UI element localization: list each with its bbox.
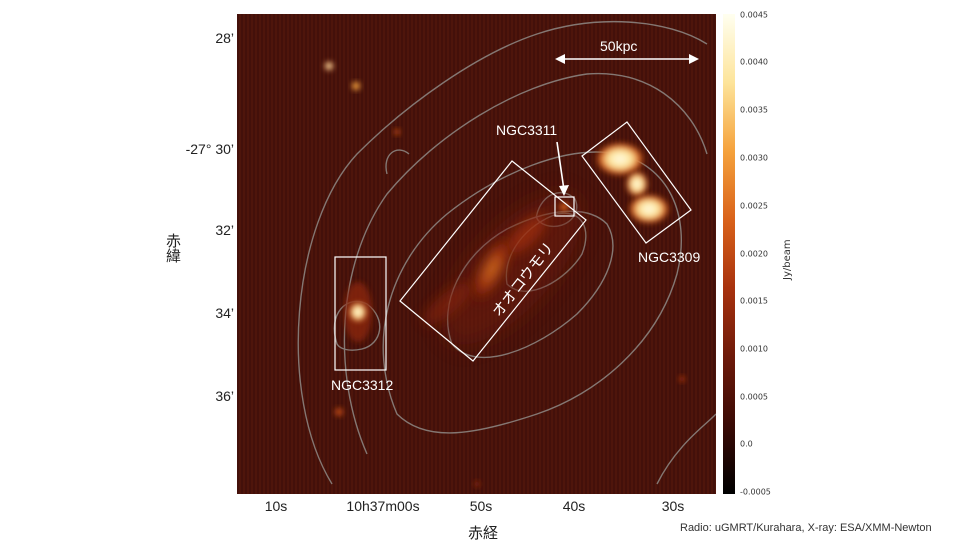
x-axis-title: 赤経 [468, 524, 499, 542]
ngc3309-south-lobe [627, 193, 671, 225]
point-source [474, 481, 480, 487]
colorbar-tick: 0.0015 [740, 296, 768, 306]
colorbar-tick: -0.0005 [740, 487, 771, 497]
ngc3309-north-lobe [594, 141, 646, 177]
point-source [679, 376, 685, 382]
point-source [335, 408, 343, 416]
ngc3311-arrowhead [559, 185, 569, 196]
y-tick-36: 36’ [215, 388, 234, 404]
scale-bar-arrow-right [689, 54, 699, 64]
ngc3312-label: NGC3312 [331, 377, 394, 393]
ngc3312-core [348, 301, 368, 323]
ngc3311-box [554, 196, 575, 217]
colorbar-tick: 0.0 [740, 439, 753, 449]
ngc3309-label: NGC3309 [638, 249, 701, 265]
y-tick-34: 34’ [215, 305, 234, 321]
colorbar-tick: 0.0030 [740, 153, 768, 163]
y-axis-title: 赤緯 [164, 233, 182, 263]
scale-bar-arrow-left [555, 54, 565, 64]
ngc3311-source [560, 203, 568, 211]
y-tick-32: 32’ [215, 222, 234, 238]
colorbar-tick: 0.0040 [740, 57, 768, 67]
point-source [324, 61, 334, 71]
bat-bright-arc [471, 234, 513, 304]
x-tick-10s: 10s [264, 498, 288, 514]
colorbar-tick: 0.0035 [740, 105, 768, 115]
ngc3311-arrow [556, 141, 565, 191]
x-tick-10h37m00s: 10h37m00s [346, 498, 420, 514]
ngc3309-box [581, 121, 692, 244]
x-tick-40s: 40s [562, 498, 586, 514]
bat-lower-emission [423, 283, 471, 325]
colorbar-tick: 0.0020 [740, 249, 768, 259]
radio-map [237, 14, 716, 494]
y-tick-28: 28’ [215, 30, 234, 46]
ngc3311-label: NGC3311 [496, 122, 558, 138]
image-credit: Radio: uGMRT/Kurahara, X-ray: ESA/XMM-Ne… [680, 522, 932, 534]
radio-image-panel: 50kpc NGC3311 NGC3309 NGC3312 オオコウモリ [237, 14, 716, 494]
bat-diffuse-emission [441, 193, 583, 345]
x-tick-50s: 50s [469, 498, 493, 514]
colorbar [723, 14, 735, 494]
bat-box [399, 160, 587, 362]
ngc3312-box [334, 256, 387, 371]
colorbar-tick: 0.0045 [740, 10, 768, 20]
colorbar-label: Jy/beam [782, 239, 793, 280]
point-source [352, 82, 360, 90]
x-tick-30s: 30s [661, 498, 685, 514]
colorbar-tick: 0.0010 [740, 344, 768, 354]
colorbar-tick: 0.0005 [740, 392, 768, 402]
bat-upper-emission [507, 214, 547, 254]
ngc3309-core [625, 170, 649, 198]
scale-bar-label: 50kpc [600, 38, 638, 54]
point-source [394, 129, 400, 135]
colorbar-tick: 0.0025 [740, 201, 768, 211]
annotation-boxes [334, 121, 692, 371]
y-tick-30: -27° 30’ [185, 141, 234, 157]
